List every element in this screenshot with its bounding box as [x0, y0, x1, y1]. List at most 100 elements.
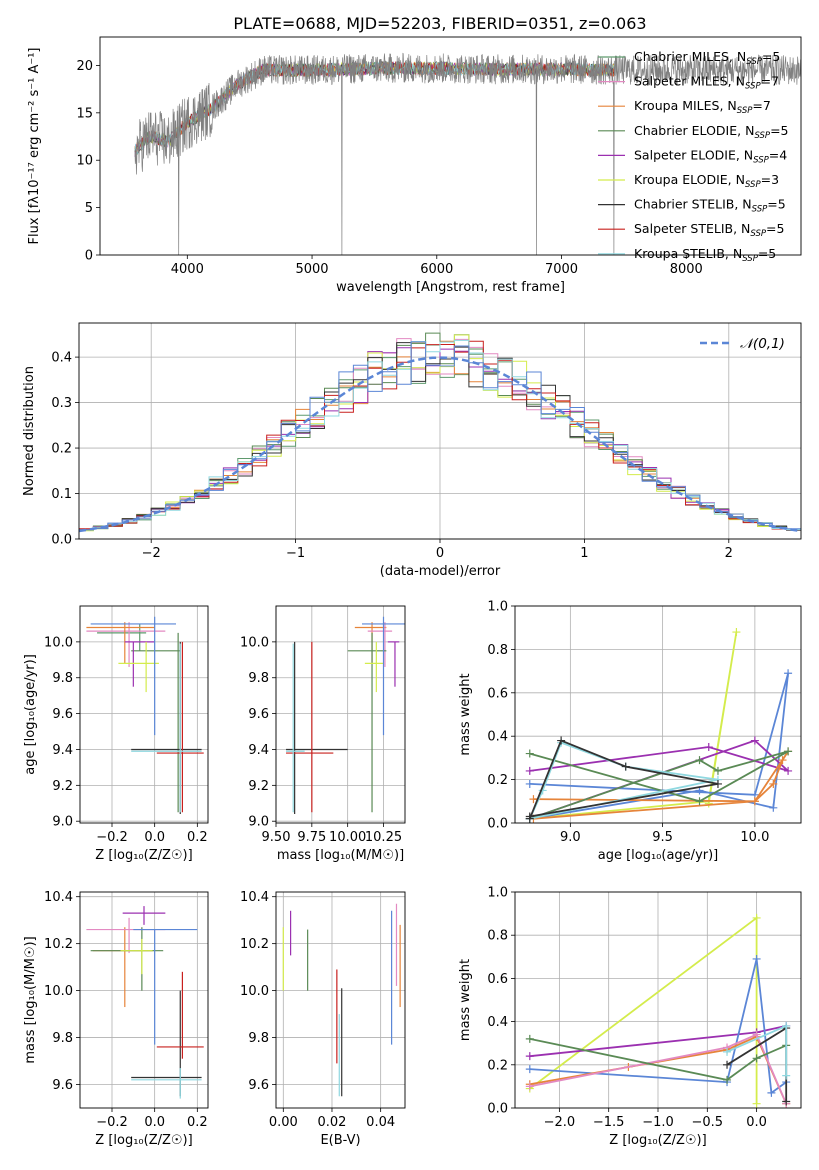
x-axis-label: E(B-V) — [320, 1133, 360, 1148]
y-tick-label: 9.8 — [248, 671, 269, 686]
weight-marker — [732, 628, 741, 637]
y-tick-label: 0.6 — [487, 972, 508, 987]
legend-suffix: =7 — [761, 74, 779, 89]
legend-suffix: =3 — [761, 172, 779, 187]
legend-label: Salpeter ELODIE, NSSP=4 — [634, 147, 787, 165]
y-tick-label: 0.0 — [487, 1102, 508, 1117]
legend-suffix: =5 — [767, 197, 785, 212]
histogram-salpeter_elodie — [79, 347, 801, 531]
x-tick-label: 9.75 — [297, 830, 326, 845]
y-tick-label: 9.8 — [52, 1031, 73, 1046]
x-axis-label: Z [log₁₀(Z/Z☉)] — [95, 1133, 192, 1148]
plot-area — [286, 616, 405, 815]
weight-marker — [752, 1030, 761, 1039]
weight-marker — [752, 954, 761, 963]
x-tick-label: 10.25 — [365, 830, 402, 845]
y-tick-label: 0.4 — [51, 351, 72, 366]
weight-marker — [782, 1071, 791, 1080]
plot-area — [134, 52, 801, 255]
y-tick-label: 10.0 — [44, 635, 73, 650]
weight-marker — [713, 766, 722, 775]
chart-spectrum: 4000 5000 6000 7000 8000 0 5 10 15 20 wavelength [… — [27, 36, 802, 295]
legend-label: Salpeter MILES, NSSP=7 — [634, 74, 779, 92]
legend: Chabrier MILES, NSSP=5 Salpeter MILES, NS… — [598, 49, 789, 264]
weight-marker — [750, 736, 759, 745]
weight-marker — [723, 1047, 732, 1056]
y-axis-label: mass weight — [458, 959, 473, 1041]
x-tick-label: 0.2 — [187, 1115, 208, 1130]
y-tick-label: 0.6 — [487, 686, 508, 701]
x-tick-label: 4000 — [171, 262, 204, 277]
weight-marker — [769, 803, 778, 812]
y-tick-label: 0.0 — [487, 817, 508, 832]
legend-subscript: SSP — [752, 205, 768, 215]
y-tick-label: 0.0 — [51, 533, 72, 548]
plot-area — [525, 913, 791, 1108]
weight-marker — [784, 747, 793, 756]
weight-marker — [525, 779, 534, 788]
y-tick-label: 9.8 — [52, 671, 73, 686]
legend-subscript: SSP — [742, 254, 758, 264]
y-axis-label: mass [log₁₀(M/M☉)] — [23, 936, 38, 1063]
plot-frame — [78, 322, 802, 540]
legend-subscript: SSP — [750, 229, 766, 239]
y-tick-label: 10.2 — [44, 937, 73, 952]
plot-area — [86, 616, 204, 815]
x-tick-label: 9.0 — [560, 830, 581, 845]
y-tick-label: 15 — [76, 106, 93, 121]
weight-marker — [778, 756, 787, 765]
x-tick-label: −0.2 — [96, 830, 128, 845]
weight-marker — [769, 779, 778, 788]
chart-age-vs-Z: −0.2 0.0 0.2 9.0 9.2 9.4 9.6 9.8 10.0 Z [log₁₀(Z/… — [23, 605, 209, 863]
weight-marker — [529, 795, 538, 804]
legend-subscript: SSP — [754, 131, 770, 141]
x-tick-label: 0.00 — [269, 1115, 298, 1130]
legend-subscript: SSP — [753, 155, 769, 165]
y-tick-label: 0.2 — [487, 773, 508, 788]
x-tick-label: −0.5 — [692, 1115, 724, 1130]
weight-marker — [752, 1099, 761, 1108]
y-tick-label: 10.2 — [240, 937, 269, 952]
x-tick-label: 6000 — [420, 262, 453, 277]
x-tick-label: 7000 — [545, 262, 578, 277]
weight-line — [529, 631, 738, 820]
x-tick-label: 9.5 — [652, 830, 673, 845]
plot-area — [282, 903, 401, 1097]
y-tick-label: 9.0 — [248, 815, 269, 830]
x-tick-label: −1.0 — [642, 1115, 674, 1130]
y-tick-label: 0.8 — [487, 929, 508, 944]
x-axis-label: Z [log₁₀(Z/Z☉)] — [95, 848, 192, 863]
x-axis-label: wavelength [Angstrom, rest frame] — [336, 280, 565, 295]
y-tick-label: 0 — [85, 249, 93, 264]
x-axis-label: age [log₁₀(age/yr)] — [598, 848, 719, 863]
legend-subscript: SSP — [746, 57, 762, 67]
y-axis-label: age [log₁₀(age/yr)] — [23, 654, 38, 775]
x-tick-label: 0.2 — [187, 830, 208, 845]
legend-subscript: SSP — [745, 82, 761, 92]
weight-marker — [525, 1052, 534, 1061]
weight-marker — [723, 1075, 732, 1084]
x-axis-label: (data-model)/error — [380, 564, 501, 579]
weight-marker — [723, 1060, 732, 1069]
x-tick-label: 0.0 — [144, 830, 165, 845]
x-tick-label: −1 — [286, 546, 305, 561]
x-tick-label: 10.0 — [740, 830, 769, 845]
weight-marker — [525, 812, 534, 821]
weight-marker — [750, 797, 759, 806]
plot-area — [525, 628, 793, 823]
x-tick-label: 0.0 — [144, 1115, 165, 1130]
weight-marker — [767, 1088, 776, 1097]
y-tick-label: 10 — [76, 154, 93, 169]
weight-line — [528, 741, 719, 820]
legend-suffix: =7 — [752, 98, 770, 113]
plot-area — [79, 332, 801, 533]
y-tick-label: 0.4 — [487, 1015, 508, 1030]
weight-marker — [695, 756, 704, 765]
y-axis-label: Normed distribution — [22, 366, 37, 496]
weight-marker — [782, 1097, 791, 1106]
plot-frame — [514, 891, 802, 1109]
plot-frame — [514, 605, 802, 824]
